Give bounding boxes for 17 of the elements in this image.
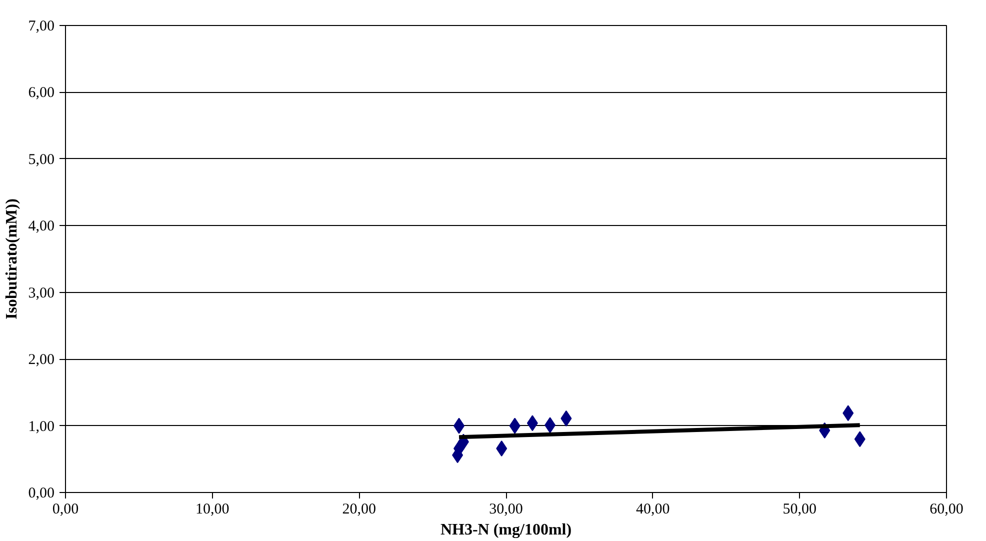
y-tick-label: 2,00 <box>28 352 54 368</box>
x-tick-label: 60,00 <box>930 502 964 518</box>
x-tick-label: 20,00 <box>342 502 376 518</box>
x-tick-label: 0,00 <box>52 502 79 518</box>
y-tick-label: 1,00 <box>28 418 54 435</box>
x-tick-label: 40,00 <box>636 502 670 518</box>
y-tick-label: 4,00 <box>28 218 54 235</box>
x-tick-label: 30,00 <box>489 502 523 518</box>
y-tick-label: 6,00 <box>28 85 54 102</box>
x-axis-title: NH3-N (mg/100ml) <box>440 522 572 538</box>
y-tick-label: 3,00 <box>28 285 54 302</box>
y-tick-label: 5,00 <box>28 152 54 168</box>
y-tick-label: 0,00 <box>28 486 54 502</box>
x-tick-label: 50,00 <box>782 502 817 518</box>
y-tick-label: 7,00 <box>28 18 54 34</box>
x-tick-label: 10,00 <box>195 502 230 518</box>
y-axis-title: Isobutirato(mM)) <box>3 198 20 320</box>
